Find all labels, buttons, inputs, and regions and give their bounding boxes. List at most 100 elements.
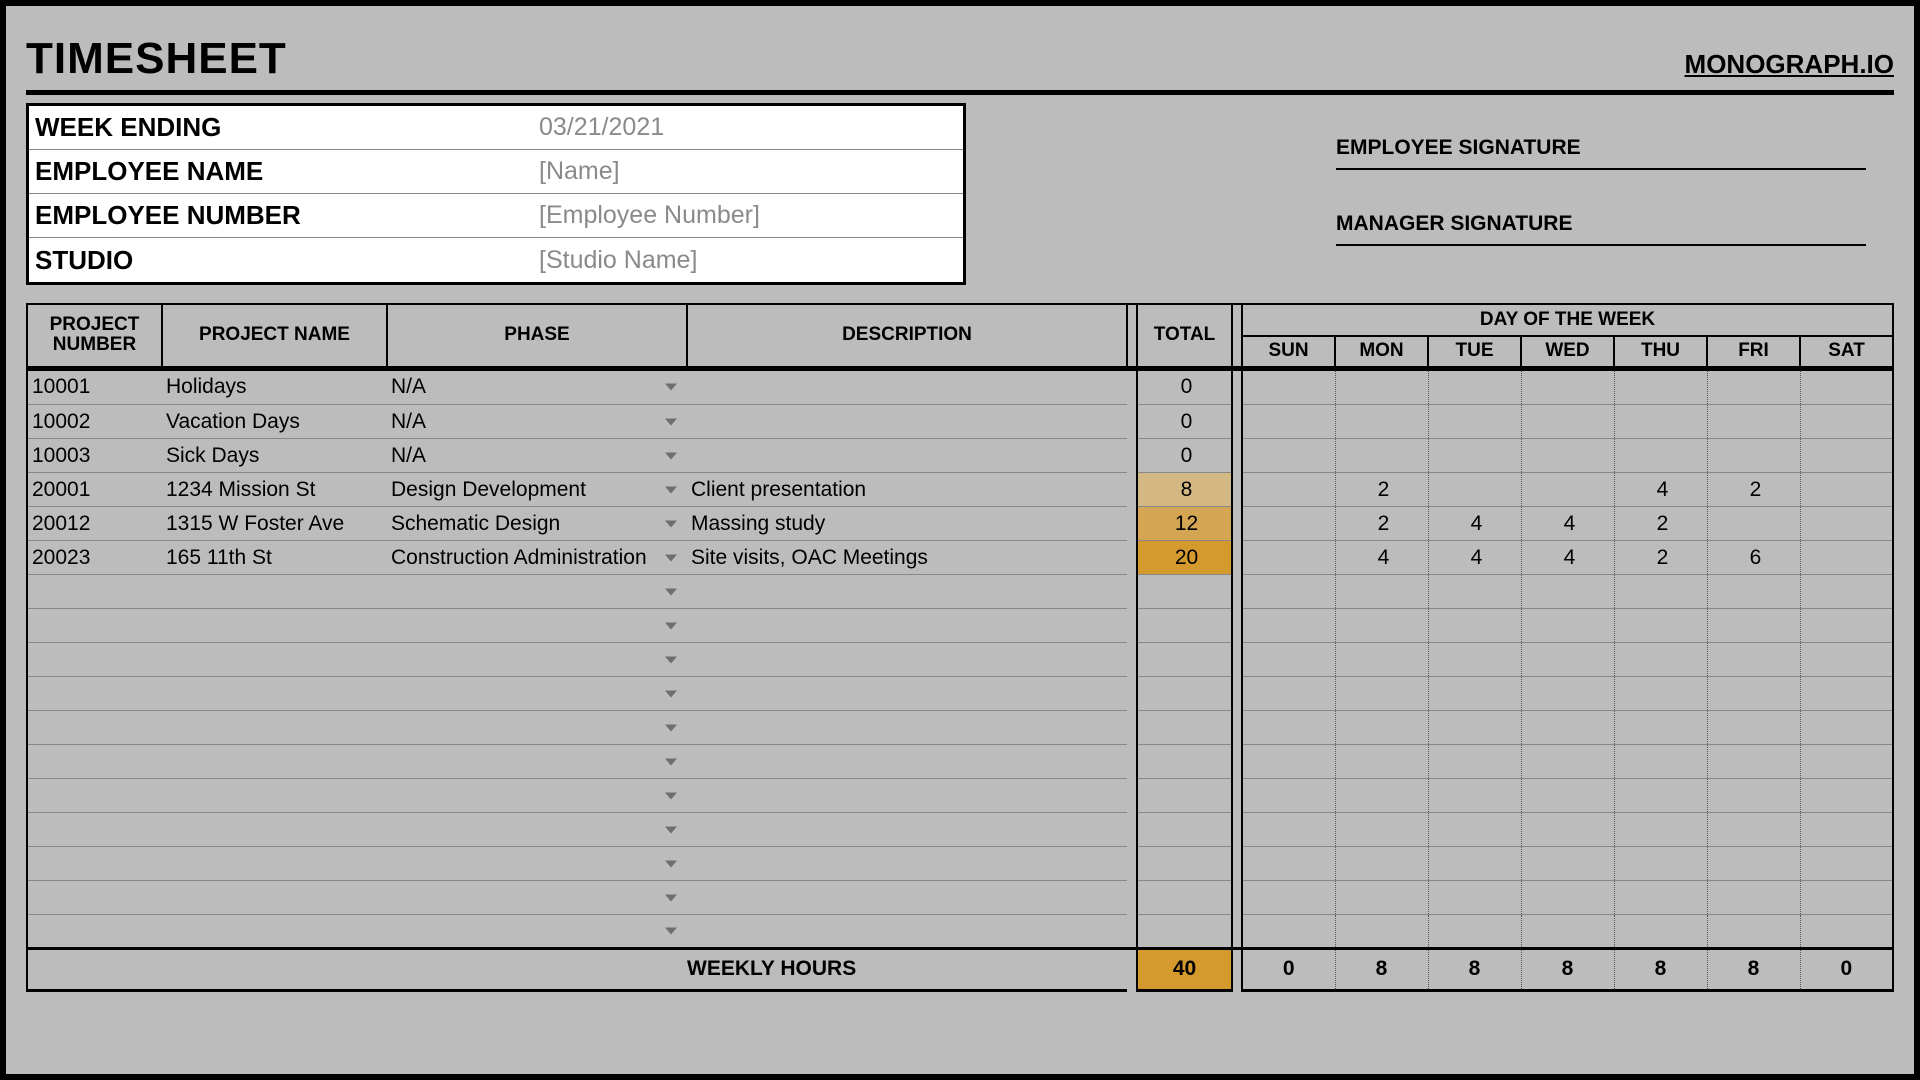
cell-day-fri[interactable]	[1707, 609, 1800, 643]
chevron-down-icon[interactable]	[665, 486, 677, 493]
cell-description[interactable]	[687, 371, 1127, 405]
cell-day-thu[interactable]: 4	[1614, 473, 1707, 507]
cell-day-sat[interactable]	[1800, 541, 1893, 575]
cell-day-sun[interactable]	[1242, 745, 1335, 779]
chevron-down-icon[interactable]	[665, 452, 677, 459]
cell-project-number[interactable]	[27, 779, 162, 813]
chevron-down-icon[interactable]	[665, 758, 677, 765]
cell-description[interactable]	[687, 813, 1127, 847]
cell-phase-dropdown[interactable]	[387, 643, 687, 677]
cell-description[interactable]	[687, 745, 1127, 779]
cell-day-wed[interactable]	[1521, 745, 1614, 779]
cell-day-sun[interactable]	[1242, 711, 1335, 745]
cell-day-sat[interactable]	[1800, 745, 1893, 779]
cell-day-fri[interactable]	[1707, 575, 1800, 609]
cell-day-fri[interactable]	[1707, 405, 1800, 439]
cell-day-wed[interactable]	[1521, 473, 1614, 507]
cell-phase-dropdown[interactable]: N/A	[387, 439, 687, 473]
cell-day-sun[interactable]	[1242, 677, 1335, 711]
cell-description[interactable]	[687, 915, 1127, 949]
cell-project-number[interactable]: 20023	[27, 541, 162, 575]
cell-project-name[interactable]: Holidays	[162, 371, 387, 405]
cell-project-number[interactable]	[27, 643, 162, 677]
cell-phase-dropdown[interactable]	[387, 915, 687, 949]
cell-phase-dropdown[interactable]: Schematic Design	[387, 507, 687, 541]
cell-project-name[interactable]: Sick Days	[162, 439, 387, 473]
cell-project-number[interactable]: 20012	[27, 507, 162, 541]
cell-day-tue[interactable]: 4	[1428, 507, 1521, 541]
cell-day-thu[interactable]	[1614, 575, 1707, 609]
cell-phase-dropdown[interactable]: N/A	[387, 405, 687, 439]
cell-description[interactable]	[687, 677, 1127, 711]
week-ending-value[interactable]: 03/21/2021	[539, 113, 664, 142]
chevron-down-icon[interactable]	[665, 928, 677, 935]
cell-phase-dropdown[interactable]	[387, 711, 687, 745]
cell-day-sun[interactable]	[1242, 541, 1335, 575]
cell-project-name[interactable]	[162, 575, 387, 609]
cell-day-mon[interactable]	[1335, 439, 1428, 473]
cell-day-fri[interactable]: 6	[1707, 541, 1800, 575]
cell-day-thu[interactable]	[1614, 439, 1707, 473]
cell-day-thu[interactable]	[1614, 371, 1707, 405]
cell-day-wed[interactable]	[1521, 439, 1614, 473]
cell-description[interactable]	[687, 779, 1127, 813]
cell-day-tue[interactable]	[1428, 473, 1521, 507]
cell-phase-dropdown[interactable]	[387, 575, 687, 609]
cell-project-name[interactable]	[162, 609, 387, 643]
cell-day-wed[interactable]	[1521, 609, 1614, 643]
cell-day-mon[interactable]	[1335, 405, 1428, 439]
cell-day-thu[interactable]	[1614, 405, 1707, 439]
cell-day-tue[interactable]	[1428, 439, 1521, 473]
chevron-down-icon[interactable]	[665, 826, 677, 833]
cell-day-sat[interactable]	[1800, 677, 1893, 711]
cell-day-wed[interactable]	[1521, 847, 1614, 881]
cell-day-fri[interactable]	[1707, 881, 1800, 915]
cell-project-number[interactable]	[27, 847, 162, 881]
cell-day-fri[interactable]	[1707, 439, 1800, 473]
chevron-down-icon[interactable]	[665, 656, 677, 663]
cell-project-number[interactable]: 10001	[27, 371, 162, 405]
cell-day-tue[interactable]	[1428, 677, 1521, 711]
cell-phase-dropdown[interactable]	[387, 745, 687, 779]
cell-day-fri[interactable]	[1707, 745, 1800, 779]
cell-day-mon[interactable]	[1335, 711, 1428, 745]
cell-day-sun[interactable]	[1242, 405, 1335, 439]
cell-day-thu[interactable]	[1614, 643, 1707, 677]
cell-project-number[interactable]: 10002	[27, 405, 162, 439]
cell-day-fri[interactable]	[1707, 507, 1800, 541]
cell-phase-dropdown[interactable]	[387, 813, 687, 847]
cell-day-sun[interactable]	[1242, 507, 1335, 541]
cell-day-mon[interactable]	[1335, 371, 1428, 405]
cell-day-sat[interactable]	[1800, 915, 1893, 949]
cell-phase-dropdown[interactable]	[387, 609, 687, 643]
employee-number-value[interactable]: [Employee Number]	[539, 201, 760, 230]
cell-project-name[interactable]: 1315 W Foster Ave	[162, 507, 387, 541]
cell-phase-dropdown[interactable]	[387, 677, 687, 711]
cell-day-sat[interactable]	[1800, 847, 1893, 881]
cell-day-wed[interactable]	[1521, 677, 1614, 711]
cell-description[interactable]	[687, 643, 1127, 677]
chevron-down-icon[interactable]	[665, 894, 677, 901]
cell-project-number[interactable]	[27, 711, 162, 745]
cell-day-mon[interactable]	[1335, 609, 1428, 643]
cell-day-thu[interactable]	[1614, 813, 1707, 847]
cell-day-mon[interactable]: 2	[1335, 473, 1428, 507]
cell-day-tue[interactable]	[1428, 711, 1521, 745]
cell-project-number[interactable]	[27, 745, 162, 779]
cell-project-number[interactable]: 20001	[27, 473, 162, 507]
cell-day-thu[interactable]	[1614, 779, 1707, 813]
cell-project-number[interactable]	[27, 813, 162, 847]
cell-project-name[interactable]	[162, 881, 387, 915]
cell-day-sat[interactable]	[1800, 779, 1893, 813]
studio-value[interactable]: [Studio Name]	[539, 246, 697, 275]
cell-day-wed[interactable]	[1521, 711, 1614, 745]
cell-project-name[interactable]	[162, 711, 387, 745]
cell-day-sun[interactable]	[1242, 915, 1335, 949]
cell-day-wed[interactable]	[1521, 779, 1614, 813]
chevron-down-icon[interactable]	[665, 622, 677, 629]
cell-day-sat[interactable]	[1800, 881, 1893, 915]
cell-day-thu[interactable]	[1614, 609, 1707, 643]
cell-description[interactable]	[687, 439, 1127, 473]
cell-day-sun[interactable]	[1242, 847, 1335, 881]
cell-phase-dropdown[interactable]	[387, 779, 687, 813]
